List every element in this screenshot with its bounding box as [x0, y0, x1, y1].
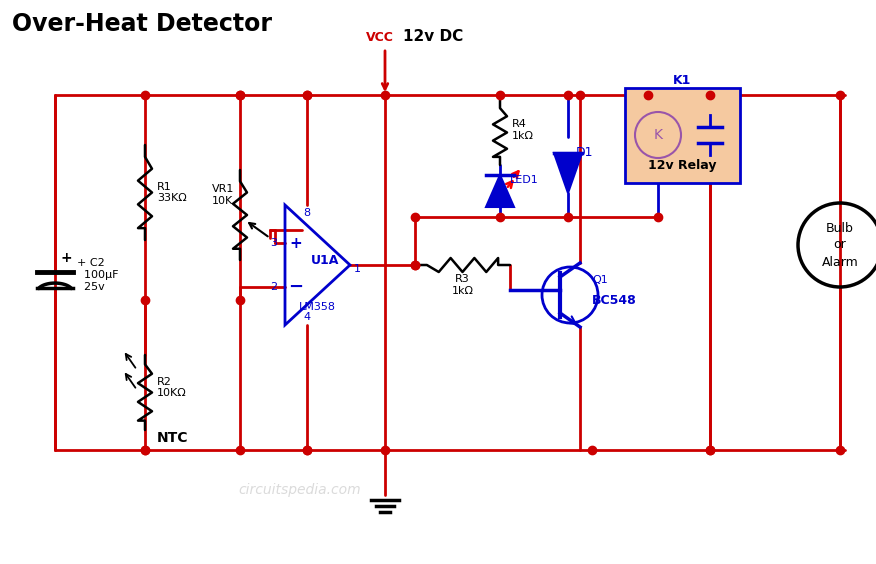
Text: 4: 4 — [303, 312, 311, 322]
Text: circuitspedia.com: circuitspedia.com — [238, 483, 361, 497]
Text: Bulb
or
Alarm: Bulb or Alarm — [822, 222, 858, 268]
Text: Over-Heat Detector: Over-Heat Detector — [12, 12, 272, 36]
Text: K: K — [653, 128, 662, 142]
Polygon shape — [486, 175, 514, 207]
Text: BC548: BC548 — [592, 293, 637, 306]
Text: R3
1kΩ: R3 1kΩ — [451, 274, 474, 296]
Text: 2: 2 — [270, 282, 277, 292]
Text: R1
33KΩ: R1 33KΩ — [157, 182, 187, 203]
Text: +: + — [290, 236, 302, 250]
Polygon shape — [554, 153, 582, 193]
Text: U1A: U1A — [311, 253, 339, 267]
Text: K1: K1 — [673, 73, 691, 86]
Text: −: − — [288, 278, 304, 296]
Text: LM358: LM358 — [299, 302, 336, 312]
FancyBboxPatch shape — [625, 88, 740, 183]
Text: 1: 1 — [354, 264, 361, 274]
Text: NTC: NTC — [157, 431, 188, 445]
Text: LED1: LED1 — [510, 175, 539, 185]
Text: 12v DC: 12v DC — [403, 29, 463, 44]
Text: R2
10KΩ: R2 10KΩ — [157, 377, 187, 398]
Text: +: + — [60, 251, 72, 265]
Text: D1: D1 — [576, 147, 594, 160]
Text: 3: 3 — [270, 238, 277, 248]
Text: Q1: Q1 — [592, 275, 608, 285]
Text: VR1
10K: VR1 10K — [212, 184, 235, 206]
Text: 8: 8 — [303, 208, 311, 218]
Text: VCC: VCC — [366, 31, 394, 44]
Text: R4
1kΩ: R4 1kΩ — [512, 119, 534, 141]
Text: 12v Relay: 12v Relay — [647, 158, 717, 171]
Text: + C2
  100μF
  25v: + C2 100μF 25v — [77, 258, 118, 292]
